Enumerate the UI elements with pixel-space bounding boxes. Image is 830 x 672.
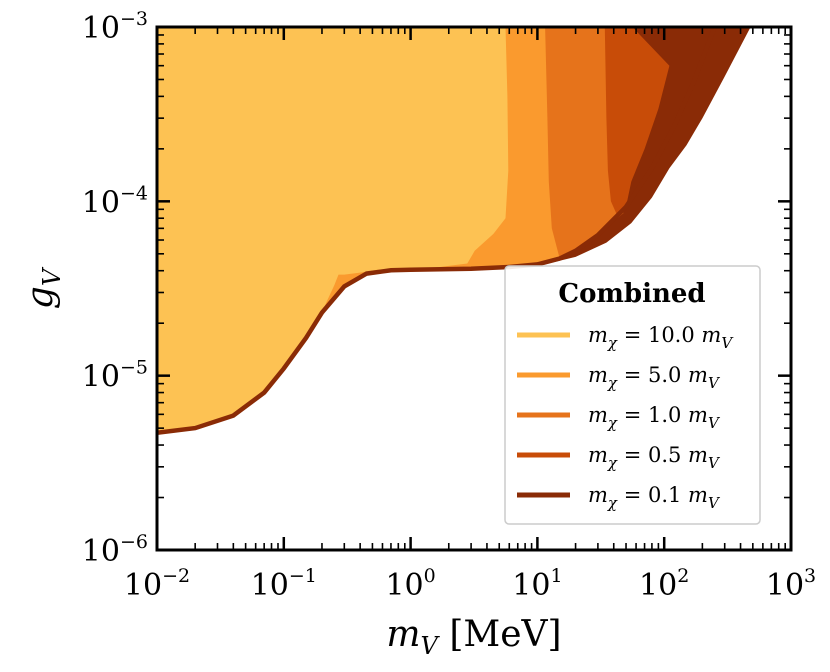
legend-label: mχ = 1.0 mV — [588, 403, 721, 432]
legend-label: mχ = 0.5 mV — [588, 443, 721, 472]
x-tick-label: 103 — [766, 565, 816, 603]
y-tick-label: 10−5 — [82, 357, 148, 395]
x-axis-label: mV [MeV] — [386, 614, 561, 660]
y-tick-label: 10−4 — [82, 182, 148, 220]
exclusion-regions — [157, 27, 751, 433]
y-tick-label: 10−3 — [82, 8, 148, 46]
x-tick-label: 10−1 — [251, 565, 317, 603]
y-tick-labels: 10−6 10−5 10−4 10−3 — [82, 8, 148, 569]
legend-box — [504, 265, 761, 525]
x-tick-labels: 10−2 10−1 100 101 102 103 — [124, 565, 816, 603]
legend-entries: mχ = 10.0 mV mχ = 5.0 mV mχ = 1.0 mV mχ = 0… — [517, 323, 734, 512]
lower-boundary-group — [157, 27, 717, 436]
plot-frame — [155, 25, 793, 552]
y-axis-label: gV — [20, 266, 66, 309]
legend-label: mχ = 5.0 mV — [588, 363, 721, 392]
region-mchi-10.0 — [157, 27, 509, 433]
x-tick-label: 10−2 — [124, 565, 190, 603]
x-tick-label: 101 — [512, 565, 562, 603]
x-tick-label: 102 — [639, 565, 689, 603]
legend-title: Combined — [558, 279, 705, 309]
legend-label: mχ = 0.1 mV — [588, 483, 721, 512]
y-tick-label: 10−6 — [82, 531, 148, 569]
x-tick-label: 100 — [385, 565, 435, 603]
legend-label: mχ = 10.0 mV — [588, 323, 734, 352]
legend: Combined mχ = 10.0 mV mχ = 5.0 mV mχ = 1.0… — [504, 265, 761, 525]
lower-boundary-line — [157, 27, 717, 436]
